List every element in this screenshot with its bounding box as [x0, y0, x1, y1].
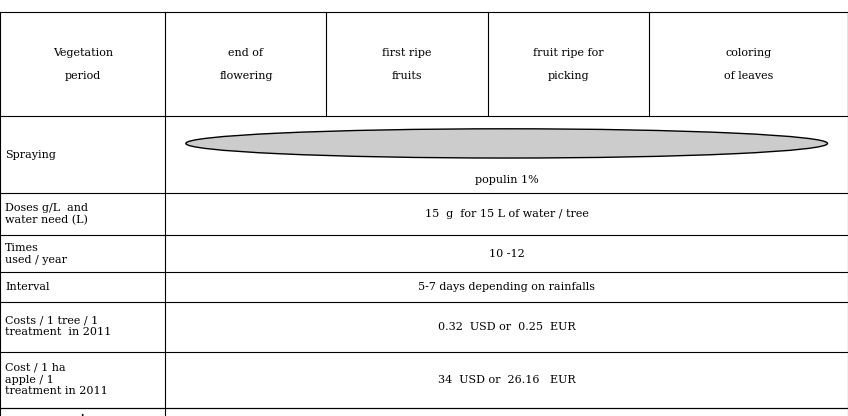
- Text: 34  USD or  26.16   EUR: 34 USD or 26.16 EUR: [438, 374, 576, 385]
- Text: end of

flowering: end of flowering: [219, 48, 273, 81]
- Text: 15  g  for 15 L of water / tree: 15 g for 15 L of water / tree: [425, 209, 589, 219]
- Text: Spraying: Spraying: [5, 150, 56, 160]
- Text: Times
used / year: Times used / year: [5, 243, 67, 265]
- Ellipse shape: [186, 129, 828, 158]
- Text: 5-7 days depending on rainfalls: 5-7 days depending on rainfalls: [418, 282, 595, 292]
- Text: Cost / 1 ha
apple / 1
treatment in 2011: Cost / 1 ha apple / 1 treatment in 2011: [5, 363, 108, 396]
- Text: Doses g/L  and
water need (L): Doses g/L and water need (L): [5, 203, 88, 225]
- Text: first ripe

fruits: first ripe fruits: [382, 48, 432, 81]
- Text: fruit ripe for

picking: fruit ripe for picking: [533, 48, 604, 81]
- Text: populin 1%: populin 1%: [475, 175, 538, 185]
- Text: Interval: Interval: [5, 282, 49, 292]
- Text: Costs / 1 tree / 1
treatment  in 2011: Costs / 1 tree / 1 treatment in 2011: [5, 316, 111, 337]
- Text: Vegetation

period: Vegetation period: [53, 48, 113, 81]
- Text: 0.32  USD or  0.25  EUR: 0.32 USD or 0.25 EUR: [438, 322, 576, 332]
- Text: 10 -12: 10 -12: [488, 249, 525, 259]
- Text: coloring

of leaves: coloring of leaves: [723, 48, 773, 81]
